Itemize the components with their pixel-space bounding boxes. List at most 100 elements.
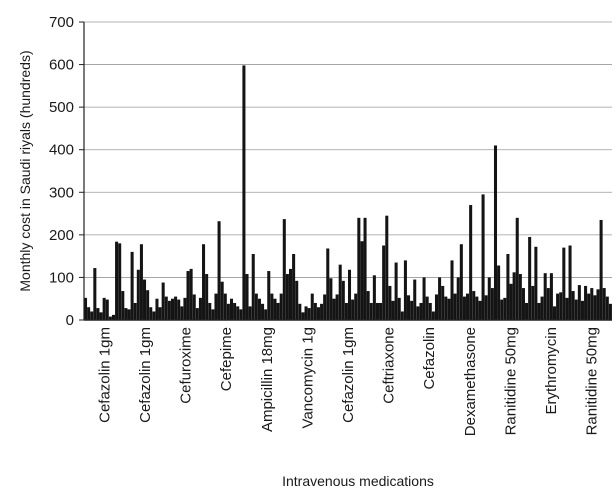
bar	[475, 296, 479, 320]
bar	[478, 300, 482, 320]
bar	[537, 302, 541, 320]
bar	[472, 291, 476, 320]
bar	[515, 217, 519, 320]
bar	[431, 311, 435, 320]
x-axis-category-labels: Cefazolin 1gm Cefazolin 1gm Cefuroxime Cefe…	[96, 327, 600, 436]
bar	[552, 306, 557, 320]
bar	[242, 65, 246, 320]
bar	[220, 281, 224, 320]
bar	[388, 285, 392, 320]
x-category-label: Cefazolin 1gm	[137, 327, 154, 423]
bar	[285, 274, 289, 320]
gridlines	[84, 21, 612, 278]
bar	[90, 311, 94, 320]
bar	[369, 302, 373, 320]
bar	[205, 274, 209, 320]
bar	[307, 308, 311, 320]
bar	[310, 293, 314, 320]
y-tick-label: 300	[49, 184, 74, 201]
bar	[270, 293, 274, 320]
bar	[462, 296, 466, 320]
bar	[344, 302, 348, 320]
bar	[434, 294, 438, 320]
bar	[438, 277, 442, 320]
bar	[236, 306, 240, 320]
bar	[351, 299, 355, 320]
bar	[282, 219, 286, 320]
bar	[298, 303, 302, 320]
bar	[198, 297, 202, 320]
y-tick-label: 200	[49, 227, 74, 244]
bar	[292, 254, 296, 320]
bar	[407, 295, 411, 320]
bar	[177, 299, 181, 320]
y-axis-ticks: 0 100 200 300 400 500 600 700	[49, 14, 84, 329]
bar	[143, 279, 147, 320]
bar	[192, 294, 196, 320]
x-category-label: Cefazolin 1gm	[340, 327, 357, 423]
bar	[211, 309, 215, 320]
bar	[335, 294, 339, 320]
bar	[111, 314, 115, 320]
bar	[509, 283, 513, 320]
bar	[124, 308, 128, 320]
bar	[161, 282, 165, 320]
y-tick-label: 500	[49, 99, 74, 116]
bar	[413, 279, 417, 320]
bar	[375, 302, 379, 320]
bar	[229, 298, 234, 320]
bar	[251, 254, 255, 320]
bar	[543, 273, 547, 320]
bar	[170, 298, 174, 320]
bar	[469, 205, 473, 320]
bar	[534, 246, 538, 320]
bar	[115, 241, 119, 320]
bar	[419, 302, 423, 320]
bar	[497, 265, 501, 320]
bar	[133, 302, 137, 320]
bars	[84, 65, 612, 320]
bar	[155, 298, 159, 320]
bar	[217, 221, 221, 320]
bar	[167, 300, 171, 320]
bar	[313, 302, 317, 320]
y-tick-label: 100	[49, 269, 74, 286]
bar	[226, 303, 230, 320]
y-axis-title: Monthly cost in Saudi riyals (hundreds)	[17, 50, 33, 291]
x-category-label: Ampicillin 18mg	[259, 327, 276, 432]
bar	[450, 260, 454, 320]
bar	[202, 244, 206, 320]
bar	[304, 306, 308, 320]
bar	[559, 292, 563, 320]
bar	[180, 306, 184, 320]
bar	[481, 194, 485, 320]
bar	[158, 307, 162, 320]
bar	[136, 269, 140, 320]
bar	[363, 217, 367, 320]
bar	[316, 307, 320, 320]
bar	[441, 285, 445, 320]
bar	[264, 309, 268, 320]
x-category-label: Cefazolin 1gm	[96, 327, 113, 423]
bar	[164, 296, 168, 320]
bar	[257, 298, 261, 320]
bar	[130, 251, 134, 320]
bar	[453, 293, 457, 320]
bar	[528, 236, 532, 320]
bar	[261, 303, 265, 320]
bar	[565, 297, 569, 320]
bar	[372, 275, 376, 320]
bar	[512, 272, 516, 320]
bar	[584, 285, 588, 320]
bar	[400, 311, 404, 320]
bar	[444, 296, 448, 320]
bar	[466, 293, 470, 320]
bar	[521, 288, 525, 320]
bar	[394, 262, 398, 320]
bar	[571, 291, 575, 320]
bar	[382, 245, 386, 320]
y-tick-label: 0	[66, 312, 74, 329]
bar	[149, 307, 153, 320]
bar	[239, 309, 243, 320]
bar	[152, 311, 156, 320]
